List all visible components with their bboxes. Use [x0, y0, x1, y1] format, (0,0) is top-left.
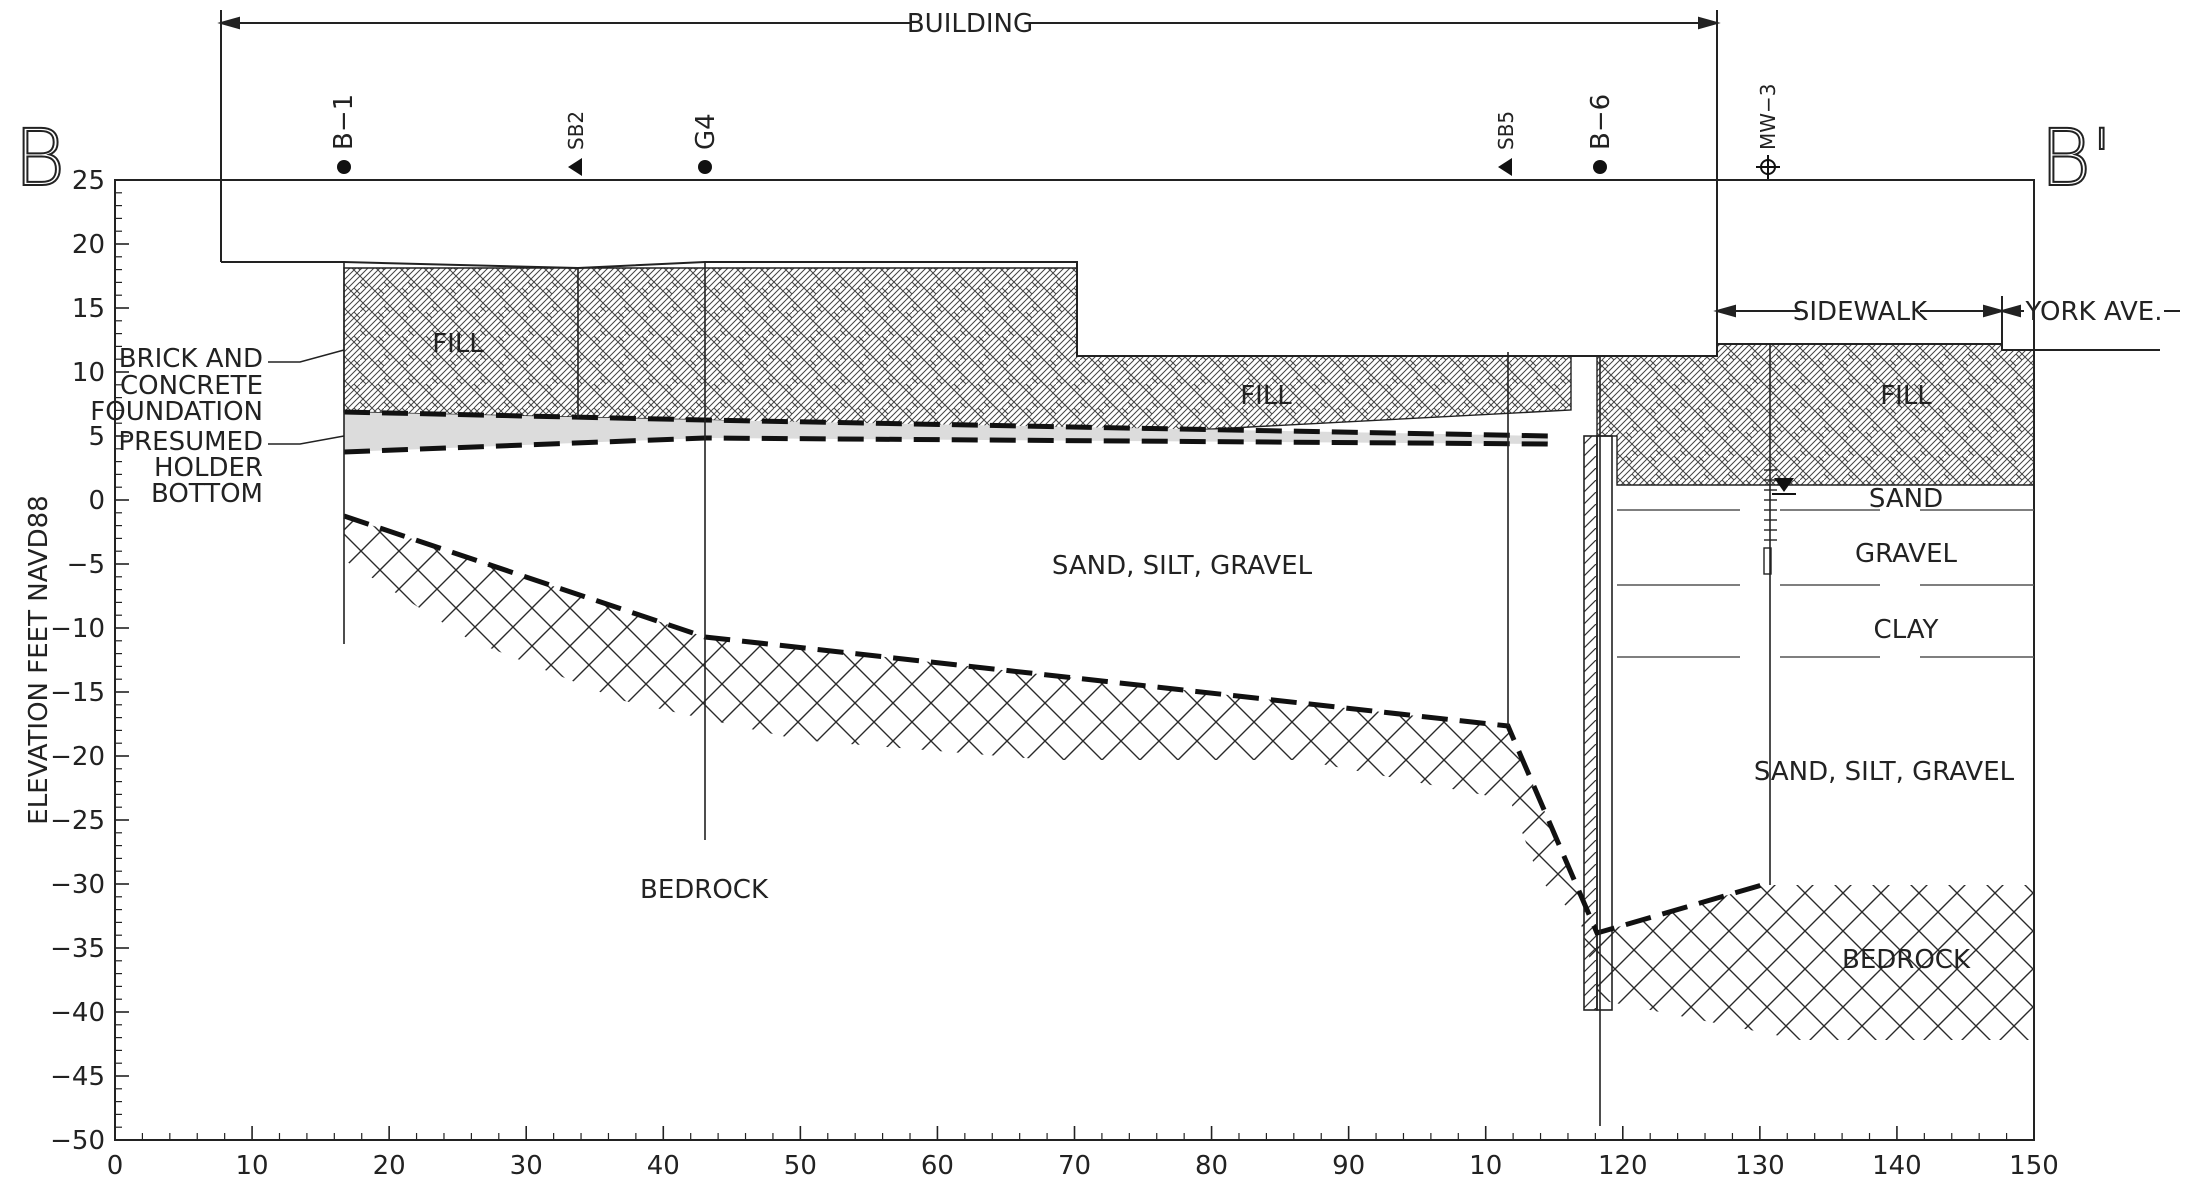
y-tick-label: −25 — [50, 806, 105, 836]
x-tick-label: 60 — [921, 1151, 954, 1181]
callout-leaders — [268, 349, 345, 445]
y-tick-label: −20 — [50, 742, 105, 772]
y-tick-label: −45 — [50, 1062, 105, 1092]
boring-label-b6: B−6 — [1586, 94, 1616, 150]
building-dimension — [217, 10, 1721, 352]
boring-sb5-icon — [1498, 158, 1512, 176]
x-tick-label: 70 — [1058, 1151, 1091, 1181]
boring-label-mw3: MW−3 — [1756, 83, 1780, 150]
water-table-icon — [1772, 478, 1796, 495]
boring-g4-icon — [698, 160, 712, 174]
y-axis-title: ELEVATION FEET NAVD88 — [24, 495, 54, 824]
bedrock-zone — [344, 516, 2034, 1040]
y-tick-label: −50 — [50, 1126, 105, 1156]
holder-bottom-band — [344, 412, 1548, 452]
callout-holder-1: PRESUMED — [118, 427, 263, 457]
x-tick-label: 140 — [1872, 1151, 1922, 1181]
well-mw3-icon — [1756, 155, 1780, 179]
boring-label-sb5: SB5 — [1494, 111, 1518, 150]
stratum-sand-silt-gravel-main: SAND, SILT, GRAVEL — [1052, 551, 1313, 581]
y-tick-label: 5 — [88, 422, 105, 452]
fill-zone-right — [1596, 343, 2035, 486]
stratum-clay: CLAY — [1874, 615, 1939, 645]
boring-markers — [337, 155, 1780, 179]
x-tick-label: 0 — [107, 1151, 124, 1181]
sheet-pile-wall — [1583, 435, 1598, 1011]
x-tick-label: 40 — [647, 1151, 680, 1181]
callout-foundation-1: BRICK AND — [119, 344, 263, 374]
boring-b6-icon — [1593, 160, 1607, 174]
right-layer-lines — [1617, 509, 2034, 658]
callout-foundation-3: FOUNDATION — [90, 397, 263, 427]
y-tick-label: −10 — [50, 614, 105, 644]
y-tick-label: −35 — [50, 934, 105, 964]
y-tick-label: −5 — [67, 550, 105, 580]
callout-foundation-2: CONCRETE — [120, 371, 263, 401]
y-tick-label: 0 — [88, 486, 105, 516]
building-dimension-label: BUILDING — [907, 9, 1033, 39]
boring-sb2-icon — [568, 158, 582, 176]
x-tick-label: 10 — [1469, 1151, 1502, 1181]
sidewalk-label: SIDEWALK — [1793, 297, 1928, 327]
stratum-fill-mid: FILL — [1240, 381, 1292, 411]
x-tick-label: 30 — [510, 1151, 543, 1181]
sidewalk-dimension — [1713, 296, 2180, 350]
stratum-bedrock-right: BEDROCK — [1842, 945, 1971, 975]
section-start-label: B — [14, 114, 65, 204]
callout-holder-2: HOLDER — [154, 453, 263, 483]
y-tick-label: −40 — [50, 998, 105, 1028]
callout-holder-3: BOTTOM — [151, 479, 263, 509]
x-tick-label: 90 — [1332, 1151, 1365, 1181]
x-tick-label: 50 — [784, 1151, 817, 1181]
x-tick-label: 120 — [1598, 1151, 1648, 1181]
sheet-pile-wall-face — [1596, 435, 1613, 1011]
street-label: YORK AVE. — [2025, 297, 2163, 327]
y-tick-label: −30 — [50, 870, 105, 900]
boring-label-b1: B−1 — [329, 94, 359, 150]
y-tick-label: 20 — [72, 230, 105, 260]
stratum-fill-left: FILL — [432, 329, 484, 359]
stratum-sand: SAND — [1869, 484, 1943, 514]
x-tick-label: 150 — [2009, 1151, 2059, 1181]
x-tick-label: 130 — [1735, 1151, 1785, 1181]
y-tick-label: 25 — [72, 166, 105, 196]
stratum-gravel: GRAVEL — [1855, 539, 1957, 569]
section-end-label: B' — [2040, 114, 2113, 204]
x-tick-label: 10 — [236, 1151, 269, 1181]
x-tick-label: 80 — [1195, 1151, 1228, 1181]
y-tick-label: 10 — [72, 358, 105, 388]
stratum-sand-silt-gravel-right: SAND, SILT, GRAVEL — [1754, 757, 2015, 787]
boring-label-sb2: SB2 — [564, 111, 588, 150]
well-screen — [1763, 469, 1777, 575]
ground-surface — [221, 261, 2160, 357]
y-tick-label: 15 — [72, 294, 105, 324]
axes: 2520151050−5−10−15−20−25−30−35−40−45−500… — [50, 166, 2059, 1181]
stratum-fill-right: FILL — [1880, 381, 1932, 411]
boring-b1-icon — [337, 160, 351, 174]
boring-logs — [343, 262, 1771, 1126]
boring-label-g4: G4 — [691, 113, 721, 150]
y-tick-label: −15 — [50, 678, 105, 708]
x-tick-label: 20 — [373, 1151, 406, 1181]
stratum-bedrock-main: BEDROCK — [640, 875, 769, 905]
fill-zone-left — [343, 267, 1572, 437]
